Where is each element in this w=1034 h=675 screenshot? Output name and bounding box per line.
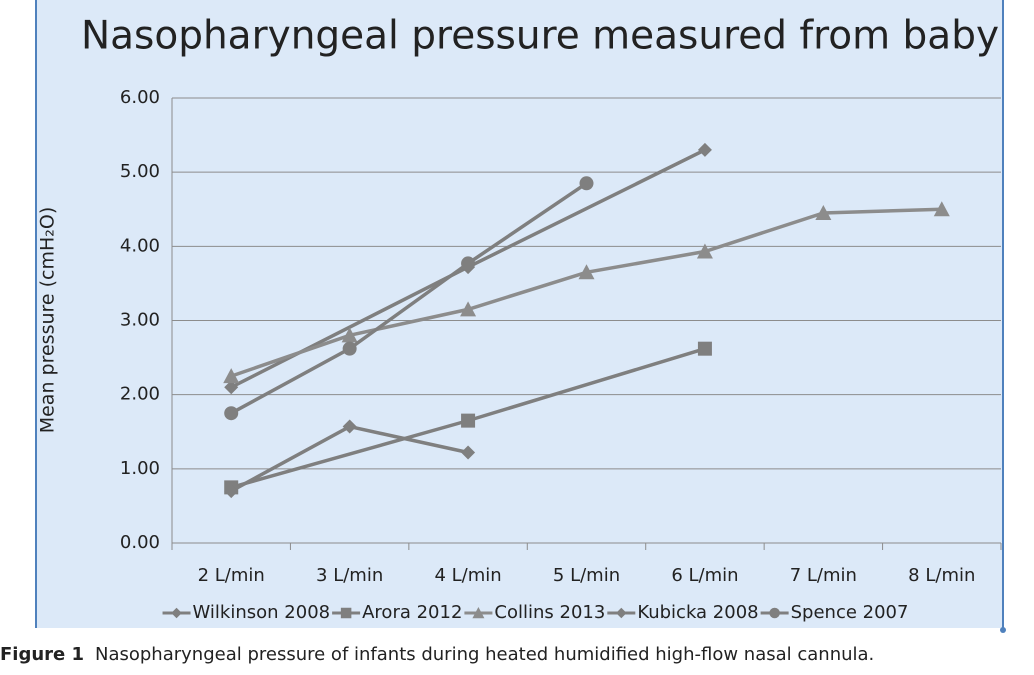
y-tick-label: 6.00 bbox=[120, 87, 160, 108]
y-tick-label: 2.00 bbox=[120, 384, 160, 405]
marker bbox=[340, 607, 352, 619]
legend-label: Collins 2013 bbox=[494, 602, 605, 623]
marker bbox=[815, 204, 832, 220]
y-tick-label: 0.00 bbox=[120, 532, 160, 553]
legend-item: Kubicka 2008 bbox=[607, 602, 759, 623]
y-tick-label: 5.00 bbox=[120, 161, 160, 182]
marker bbox=[579, 176, 594, 191]
marker bbox=[342, 419, 357, 434]
y-axis-label: Mean pressure (cmH₂O) bbox=[37, 207, 59, 434]
legend-item: Wilkinson 2008 bbox=[162, 602, 331, 623]
legend-label: Arora 2012 bbox=[362, 602, 462, 623]
legend-label: Wilkinson 2008 bbox=[193, 602, 331, 623]
marker bbox=[933, 201, 950, 217]
caption-text: Nasopharyngeal pressure of infants durin… bbox=[95, 644, 874, 665]
x-tick-label: 6 L/min bbox=[671, 565, 738, 586]
marker bbox=[461, 445, 476, 460]
marker bbox=[224, 380, 239, 395]
legend: Wilkinson 2008 Arora 2012 Collins 2013 Kubi… bbox=[162, 602, 909, 623]
marker bbox=[341, 327, 358, 343]
marker bbox=[697, 142, 712, 157]
marker bbox=[342, 341, 357, 356]
marker bbox=[224, 484, 239, 499]
chart-title: Nasopharyngeal pressure measured from ba… bbox=[81, 14, 999, 59]
x-tick-label: 5 L/min bbox=[553, 565, 620, 586]
legend-label: Spence 2007 bbox=[791, 602, 909, 623]
marker bbox=[461, 413, 476, 428]
marker bbox=[697, 341, 712, 356]
legend-label: Kubicka 2008 bbox=[637, 602, 758, 623]
marker bbox=[616, 607, 627, 619]
caption-label: Figure 1 bbox=[0, 644, 84, 665]
x-tick-label: 3 L/min bbox=[316, 565, 383, 586]
panel-corner bbox=[1000, 627, 1006, 633]
y-tick-label: 4.00 bbox=[120, 235, 160, 256]
marker bbox=[769, 607, 780, 619]
chart-panel bbox=[36, 0, 1003, 628]
marker bbox=[472, 607, 485, 619]
x-tick-label: 2 L/min bbox=[198, 565, 265, 586]
legend-item: Collins 2013 bbox=[464, 602, 605, 623]
marker bbox=[578, 264, 595, 280]
marker bbox=[460, 301, 477, 317]
marker bbox=[696, 243, 713, 259]
legend-item: Arora 2012 bbox=[332, 602, 462, 623]
marker bbox=[461, 256, 476, 271]
marker bbox=[171, 607, 182, 619]
x-tick-label: 7 L/min bbox=[790, 565, 857, 586]
legend-item: Spence 2007 bbox=[760, 602, 909, 623]
series-line bbox=[230, 181, 588, 415]
marker bbox=[223, 368, 240, 384]
x-tick-label: 8 L/min bbox=[908, 565, 975, 586]
y-tick-label: 1.00 bbox=[120, 458, 160, 479]
marker bbox=[224, 406, 239, 421]
x-tick-label: 4 L/min bbox=[434, 565, 501, 586]
y-tick-label: 3.00 bbox=[120, 310, 160, 331]
